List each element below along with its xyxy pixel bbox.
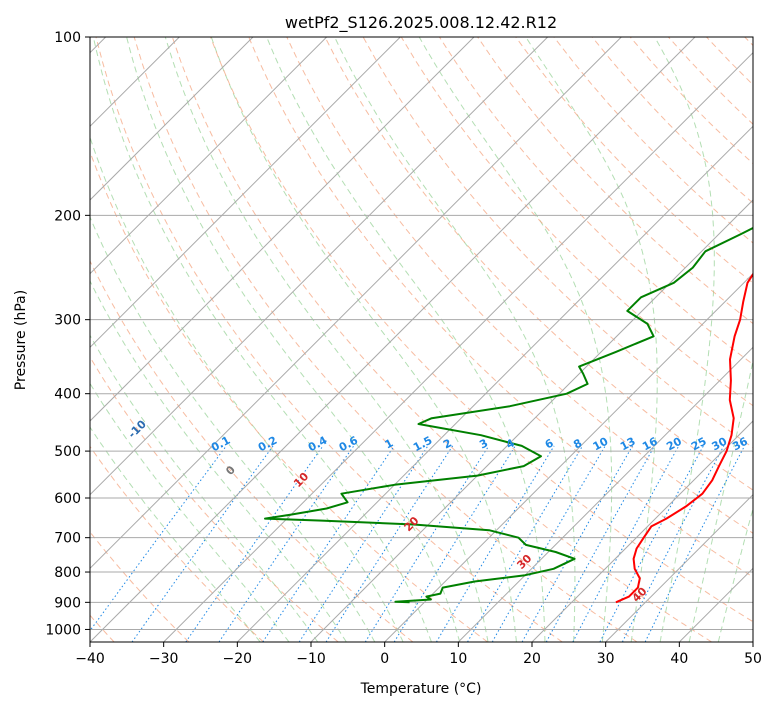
moist-adiabat-line xyxy=(90,426,261,642)
y-tick-label: 300 xyxy=(54,313,81,329)
y-tick-label: 500 xyxy=(54,444,81,460)
mixing-ratio-line xyxy=(644,445,746,642)
isotherm-line xyxy=(236,125,753,642)
chart-title: wetPf2_S126.2025.008.12.42.R12 xyxy=(285,13,557,33)
dry-adiabat-line xyxy=(133,37,638,642)
moist-adiabat-line xyxy=(688,358,753,642)
dry-adiabat-line xyxy=(171,37,712,642)
mixing-ratio-label: 36 xyxy=(730,435,750,454)
x-tick-label: −30 xyxy=(149,651,179,667)
x-tick-label: −20 xyxy=(223,651,253,667)
y-tick-label: 100 xyxy=(54,30,81,46)
isotherm-line xyxy=(163,51,753,642)
mixing-ratio-label: 10 xyxy=(591,435,611,454)
mixing-ratio-line xyxy=(298,445,429,642)
y-axis-ticks: 100 200 300 400 500 600 700 800 900 1000 xyxy=(45,30,90,638)
y-axis-title: Pressure (hPa) xyxy=(13,290,29,390)
moist-adiabat-line xyxy=(126,37,461,642)
dry-adiabat-line xyxy=(286,37,753,534)
plot-frame xyxy=(89,36,754,643)
moist-adiabat-line xyxy=(654,37,715,642)
dry-adiabat-line xyxy=(210,37,753,623)
isotherm-line xyxy=(90,37,475,422)
moist-adiabat-line xyxy=(334,37,576,642)
y-tick-label: 200 xyxy=(54,208,81,224)
isotherm-line xyxy=(90,37,254,201)
dry-adiabats xyxy=(90,37,753,642)
x-tick-label: 10 xyxy=(449,651,467,667)
x-tick-label: 50 xyxy=(744,651,762,667)
isotherm-line xyxy=(457,346,753,642)
y-tick-label: 600 xyxy=(54,491,81,507)
dry-adiabat-line xyxy=(248,37,753,578)
plot-area: 0.10.20.40.611.52346810131620253036-100-… xyxy=(90,37,753,642)
moist-adiabat-line xyxy=(266,37,546,642)
isotherm-line xyxy=(90,37,328,275)
y-tick-label: 400 xyxy=(54,387,81,403)
mixing-ratio-line xyxy=(467,445,584,642)
mixing-ratio-line xyxy=(521,445,633,642)
dry-adiabat-line xyxy=(515,37,753,284)
x-axis-ticks: −40 −30 −20 −10 0 10 20 30 40 50 xyxy=(75,642,762,667)
mixing-ratio-line xyxy=(435,445,555,642)
y-tick-label: 1000 xyxy=(45,622,81,638)
sounding-series xyxy=(264,226,753,604)
mixing-ratio-line xyxy=(364,445,490,642)
x-tick-label: 0 xyxy=(380,651,389,667)
x-tick-label: 40 xyxy=(670,651,688,667)
mixing-ratio-label: 16 xyxy=(640,435,660,454)
temperature-series-line xyxy=(615,272,753,604)
y-tick-label: 800 xyxy=(54,565,81,581)
mixing-ratio-label: 25 xyxy=(689,435,709,454)
mixing-ratio-line xyxy=(262,445,395,642)
isotherm-line xyxy=(90,37,696,642)
dry-adiabat-line xyxy=(95,37,563,642)
mixing-ratio-line xyxy=(545,445,656,642)
moist-adiabat-line xyxy=(90,215,376,642)
mixing-ratio-line xyxy=(218,445,355,642)
isotherm-line xyxy=(90,37,622,570)
isotherm-line xyxy=(531,420,753,642)
isotherm-line xyxy=(90,37,549,496)
moist-adiabat-line xyxy=(210,37,517,642)
x-tick-label: 20 xyxy=(523,651,541,667)
moist-adiabat-line xyxy=(717,506,753,642)
dry-adiabat-line xyxy=(90,259,414,642)
isotherm-line xyxy=(90,37,401,349)
mixing-ratio-line xyxy=(325,445,454,642)
moist-adiabat-line xyxy=(90,135,404,642)
dewpoint-series-line xyxy=(264,226,753,604)
dry-adiabat-line xyxy=(324,37,753,491)
mixing-ratio-label: 30 xyxy=(710,435,730,454)
x-tick-label: −40 xyxy=(75,651,105,667)
moist-adiabat-line xyxy=(418,37,613,642)
mixing-ratio-lines xyxy=(90,445,746,642)
isotherms xyxy=(90,37,753,642)
y-tick-label: 900 xyxy=(54,595,81,611)
x-tick-label: −10 xyxy=(296,651,326,667)
mixing-ratio-line xyxy=(621,445,725,642)
isotherm-line xyxy=(384,272,753,642)
x-tick-label: 30 xyxy=(597,651,615,667)
dry-adiabat-line xyxy=(90,445,264,642)
isotherm-line xyxy=(605,493,753,642)
dry-adiabat-line xyxy=(90,356,339,642)
mixing-ratio-label: 13 xyxy=(618,435,638,454)
mixing-ratio-line xyxy=(131,445,274,642)
mixing-ratio-line xyxy=(185,445,324,642)
mixing-ratio-label: 20 xyxy=(664,435,684,454)
moist-adiabat-line xyxy=(90,334,319,642)
x-axis-title: Temperature (°C) xyxy=(360,681,482,697)
isotherm-line xyxy=(310,199,753,642)
moist-adiabat-line xyxy=(525,37,658,642)
moist-adiabat-line xyxy=(90,382,290,642)
y-tick-label: 700 xyxy=(54,531,81,547)
